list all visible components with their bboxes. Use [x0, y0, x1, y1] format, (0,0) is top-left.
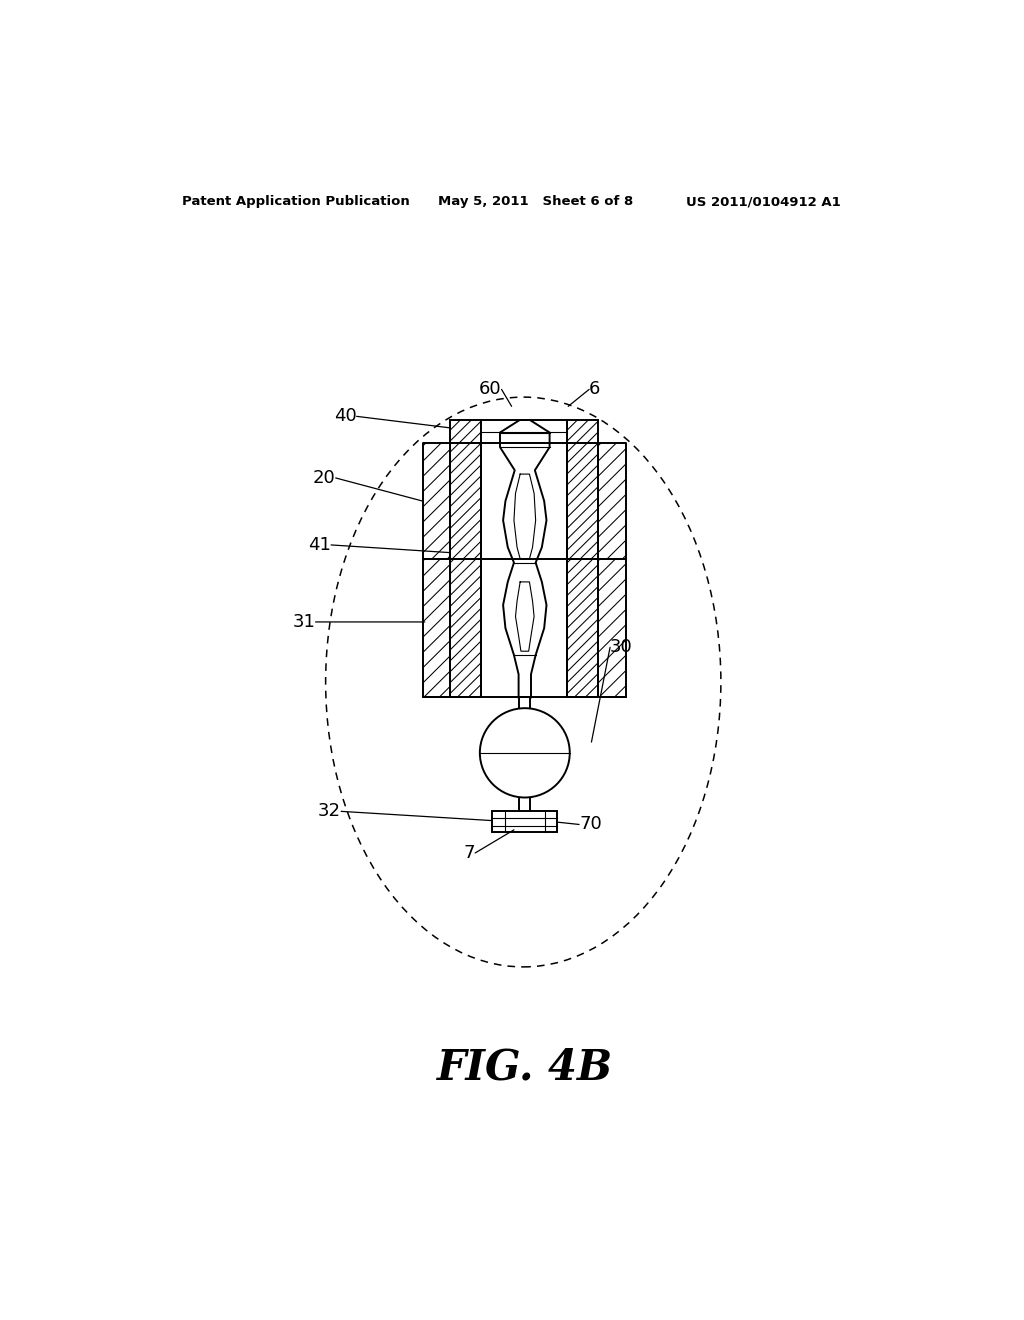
Text: 31: 31 — [293, 612, 315, 631]
Text: US 2011/0104912 A1: US 2011/0104912 A1 — [686, 195, 841, 209]
Bar — [567, 420, 598, 444]
Bar — [493, 812, 557, 832]
Text: 6: 6 — [589, 380, 600, 399]
Text: 41: 41 — [308, 536, 331, 554]
Text: 40: 40 — [334, 408, 356, 425]
Text: 20: 20 — [313, 469, 336, 487]
Text: 32: 32 — [318, 803, 341, 820]
Text: Patent Application Publication: Patent Application Publication — [182, 195, 410, 209]
Text: 7: 7 — [464, 843, 475, 862]
Text: FIG. 4B: FIG. 4B — [437, 1047, 612, 1089]
Text: 30: 30 — [610, 639, 633, 656]
Text: May 5, 2011   Sheet 6 of 8: May 5, 2011 Sheet 6 of 8 — [438, 195, 633, 209]
Text: 60: 60 — [479, 380, 502, 399]
Text: 70: 70 — [579, 816, 602, 833]
Bar — [480, 420, 567, 444]
Bar — [451, 420, 480, 444]
